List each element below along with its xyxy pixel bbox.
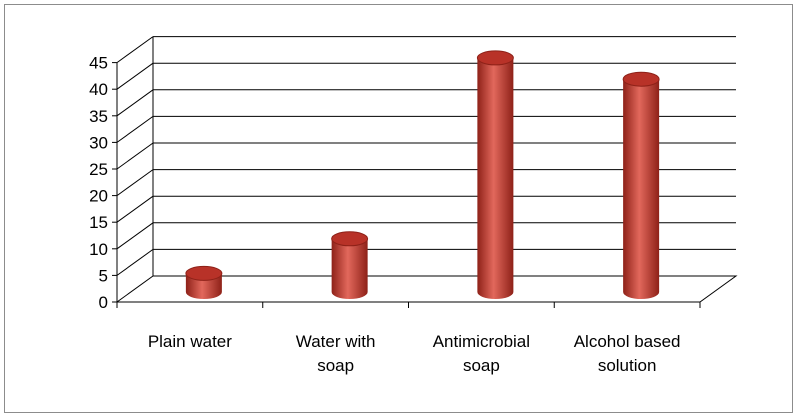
x-category-label: soap <box>463 356 500 375</box>
bar <box>476 50 514 299</box>
y-tick-label: 20 <box>89 187 108 206</box>
bar <box>185 265 223 299</box>
y-axis-ticks: 0 5 10 15 20 25 30 35 40 45 <box>89 54 108 312</box>
chart-floor <box>115 275 738 303</box>
gridline-side <box>116 195 154 223</box>
bar-top <box>331 231 369 247</box>
x-category-label: solution <box>598 356 657 375</box>
gridline-side <box>116 36 154 64</box>
bar-top <box>185 265 223 281</box>
x-category-label: Alcohol based <box>574 332 681 351</box>
x-category-label: Antimicrobial <box>433 332 530 351</box>
chart-bars <box>185 50 660 299</box>
x-axis-labels: Plain water Water with soap Antimicrobial so… <box>148 332 681 375</box>
y-tick-label: 0 <box>99 293 108 312</box>
gridline-side <box>116 89 154 117</box>
y-tick-label: 35 <box>89 107 108 126</box>
gridline-side <box>116 142 154 170</box>
gridline-side <box>116 222 154 250</box>
y-tick-label: 5 <box>99 266 108 285</box>
gridline-side <box>116 62 154 90</box>
x-category-label: Plain water <box>148 332 232 351</box>
bar <box>622 71 660 299</box>
bar-top <box>622 71 660 87</box>
x-category-label: Water with <box>296 332 376 351</box>
bar-body <box>623 79 660 299</box>
y-tick-label: 40 <box>89 80 108 99</box>
x-category-label: soap <box>317 356 354 375</box>
y-tick-label: 30 <box>89 133 108 152</box>
y-tick-label: 25 <box>89 160 108 179</box>
y-tick-label: 10 <box>89 240 108 259</box>
y-tick-label: 15 <box>89 213 108 232</box>
bar-body <box>477 57 514 299</box>
bar <box>331 231 369 299</box>
gridline-side <box>116 115 154 143</box>
bar-top <box>476 50 514 66</box>
gridline-side <box>116 248 154 276</box>
gridline-side <box>116 169 154 197</box>
chart-axes <box>112 36 738 308</box>
y-tick-label: 45 <box>89 54 108 73</box>
bar-body <box>331 238 368 299</box>
